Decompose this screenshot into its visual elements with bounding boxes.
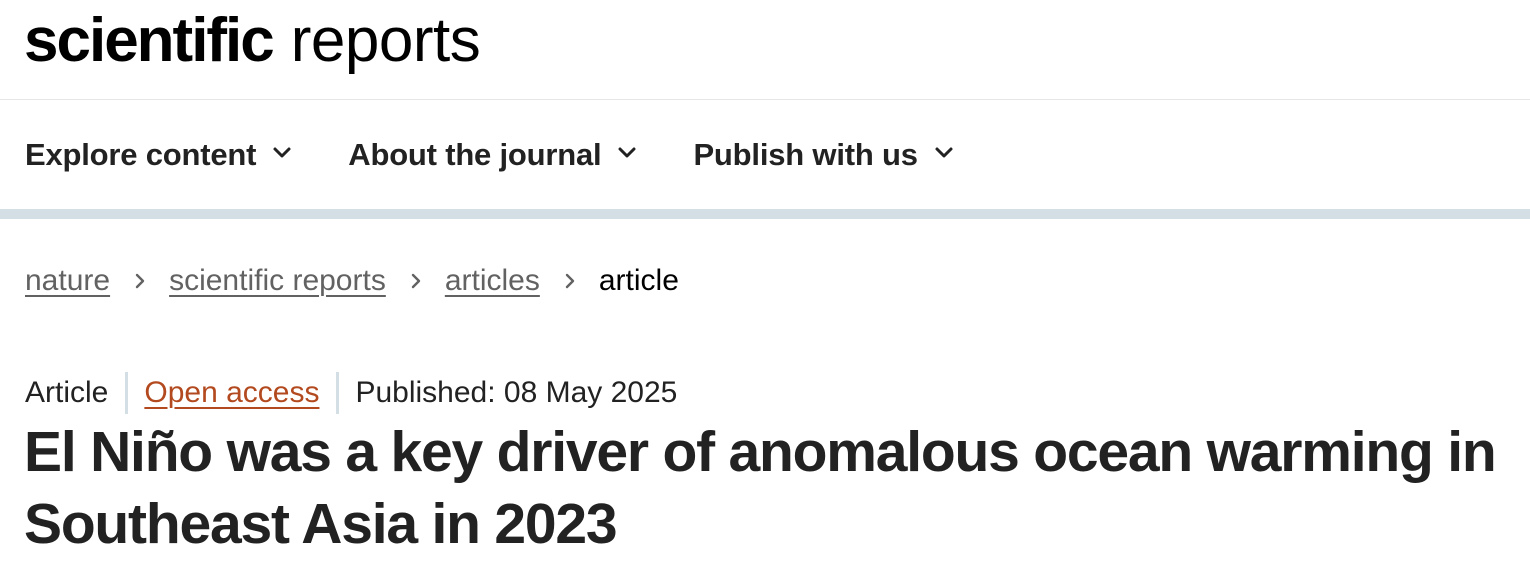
breadcrumb-articles[interactable]: articles xyxy=(444,264,540,297)
nav-explore-content-label: Explore content xyxy=(25,137,257,172)
main-navigation: Explore content About the journal Publis… xyxy=(0,101,1530,209)
meta-divider xyxy=(125,372,129,414)
published-date: Published: 08 May 2025 xyxy=(355,376,678,409)
nav-about-the-journal[interactable]: About the journal xyxy=(348,137,637,173)
breadcrumb-current: article xyxy=(598,264,679,297)
nav-explore-content[interactable]: Explore content xyxy=(25,137,292,173)
logo-reports: reports xyxy=(290,6,481,75)
breadcrumb-scientific-reports[interactable]: scientific reports xyxy=(169,264,386,297)
article-type: Article xyxy=(25,376,109,409)
nav-divider xyxy=(0,209,1530,219)
site-header: scientific reports xyxy=(0,0,1530,100)
chevron-right-icon xyxy=(562,273,578,289)
chevron-down-icon xyxy=(272,143,292,163)
chevron-down-icon xyxy=(934,143,954,163)
nav-publish-with-us-label: Publish with us xyxy=(693,137,918,172)
nav-publish-with-us[interactable]: Publish with us xyxy=(693,137,953,173)
nav-about-the-journal-label: About the journal xyxy=(348,137,602,172)
logo-scientific: scientific xyxy=(24,6,275,75)
meta-divider xyxy=(336,372,340,414)
chevron-right-icon xyxy=(132,273,148,289)
journal-logo[interactable]: scientific reports xyxy=(24,6,481,76)
open-access-link[interactable]: Open access xyxy=(144,376,320,409)
breadcrumb: nature scientific reports articles artic… xyxy=(25,260,679,302)
breadcrumb-nature[interactable]: nature xyxy=(25,264,111,297)
chevron-down-icon xyxy=(617,143,637,163)
chevron-right-icon xyxy=(408,273,424,289)
article-title: El Niño was a key driver of anomalous oc… xyxy=(24,420,1497,556)
article-meta: Article Open access Published: 08 May 20… xyxy=(25,372,677,414)
